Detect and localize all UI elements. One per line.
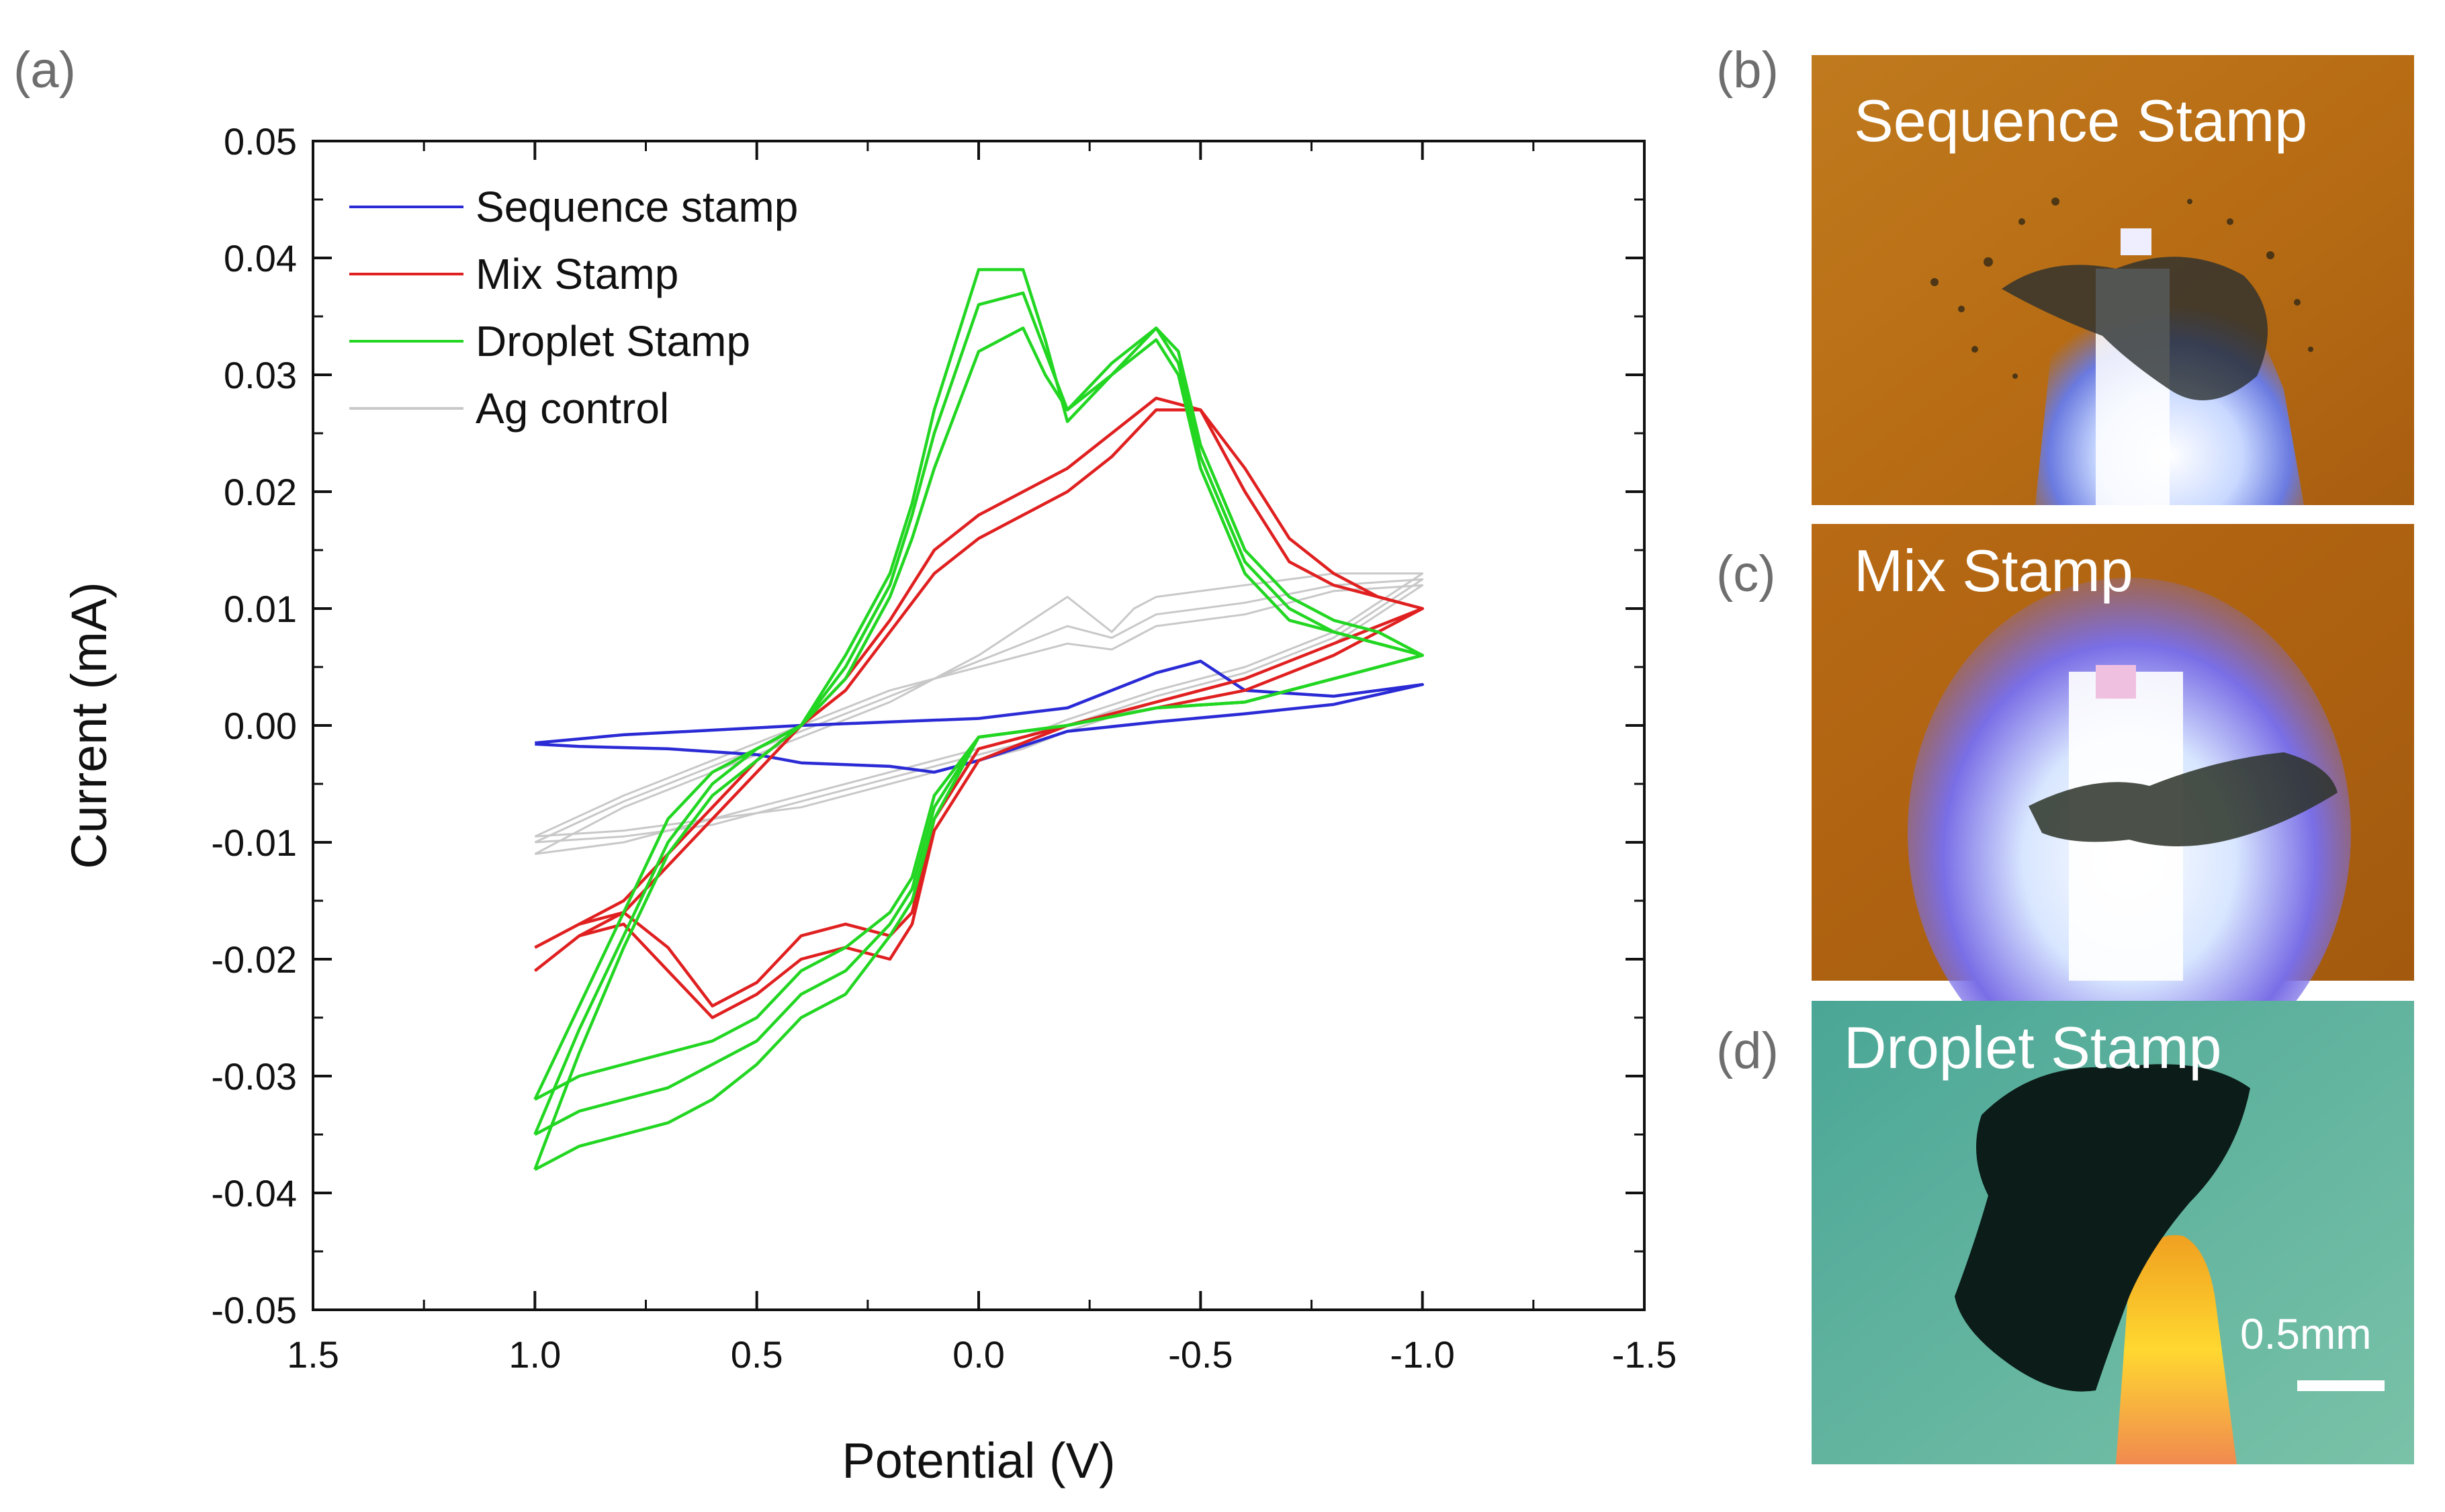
legend-label: Mix Stamp xyxy=(476,250,678,298)
series-ag-control xyxy=(534,584,1424,838)
electrode-d xyxy=(2116,1235,2237,1464)
y-tick-label: -0.05 xyxy=(211,1289,297,1331)
series-droplet-stamp xyxy=(533,326,1424,1101)
legend: Sequence stamp Mix Stamp Droplet Stamp Ag c… xyxy=(349,183,798,433)
speckle-b xyxy=(1930,197,2313,379)
legend-label: Ag control xyxy=(476,384,669,433)
photo-title-d: Droplet Stamp xyxy=(1844,1014,2221,1081)
legend-label: Sequence stamp xyxy=(476,183,798,231)
axis-ticks xyxy=(312,140,1646,1311)
plot-frame xyxy=(312,140,1646,1311)
y-tick-label: -0.02 xyxy=(211,938,297,981)
x-tick-label: 1.5 xyxy=(287,1333,339,1376)
y-axis-title: Current (mA) xyxy=(61,582,117,869)
electrode-tip-b xyxy=(2121,228,2151,255)
panel-label-c: (c) xyxy=(1716,545,1776,603)
scale-bar xyxy=(2297,1380,2385,1391)
photo-title-b: Sequence Stamp xyxy=(1854,87,2307,154)
x-tick-label: 0.5 xyxy=(731,1333,783,1376)
deposit-d xyxy=(1955,1064,2250,1392)
photo-title-c: Mix Stamp xyxy=(1854,537,2133,604)
panel-label-d: (d) xyxy=(1716,1022,1779,1079)
series-droplet-stamp xyxy=(533,291,1424,1136)
panel-label-a: (a) xyxy=(13,42,76,99)
y-tick-label: 0.01 xyxy=(224,588,297,630)
y-tick-label: 0.05 xyxy=(224,120,297,163)
photo-panel-d: (d) 0.5mm Droplet Stamp xyxy=(1716,1001,2414,1464)
y-tick-label: 0.00 xyxy=(224,705,297,747)
tick-labels: 1.5 1.0 0.5 0.0 -0.5 -1.0 -1.5 0.05 0.04 0.03 0.02… xyxy=(211,120,1677,1376)
deposit-c xyxy=(2029,752,2338,846)
x-tick-label: -1.5 xyxy=(1612,1333,1677,1376)
y-tick-label: -0.03 xyxy=(211,1055,297,1098)
series-sequence-stamp xyxy=(535,660,1424,774)
photo-panel-c: (c) Mix Stamp xyxy=(1716,524,2414,1088)
panel-label-b: (b) xyxy=(1716,42,1779,99)
y-tick-label: -0.01 xyxy=(211,821,297,864)
x-tick-label: 1.0 xyxy=(508,1333,561,1376)
scale-bar-label: 0.5mm xyxy=(2240,1310,2372,1358)
series-droplet-stamp xyxy=(533,268,1424,1171)
legend-label: Droplet Stamp xyxy=(476,317,750,365)
y-tick-label: -0.04 xyxy=(211,1172,297,1214)
x-tick-label: -1.0 xyxy=(1390,1333,1455,1376)
series-ag-control xyxy=(534,572,1424,855)
series-layer xyxy=(533,268,1424,1171)
x-axis-title: Potential (V) xyxy=(842,1433,1115,1488)
series-ag-control xyxy=(534,578,1424,844)
x-tick-label: 0.0 xyxy=(952,1333,1005,1376)
electrode-tip-c xyxy=(2096,665,2136,699)
y-tick-label: 0.02 xyxy=(224,471,297,513)
y-tick-label: 0.03 xyxy=(224,354,297,396)
y-tick-label: 0.04 xyxy=(224,237,297,279)
deposit-b xyxy=(2002,257,2268,400)
photo-panel-b: (b) Sequence Stamp xyxy=(1716,42,2414,505)
x-tick-label: -0.5 xyxy=(1168,1333,1233,1376)
